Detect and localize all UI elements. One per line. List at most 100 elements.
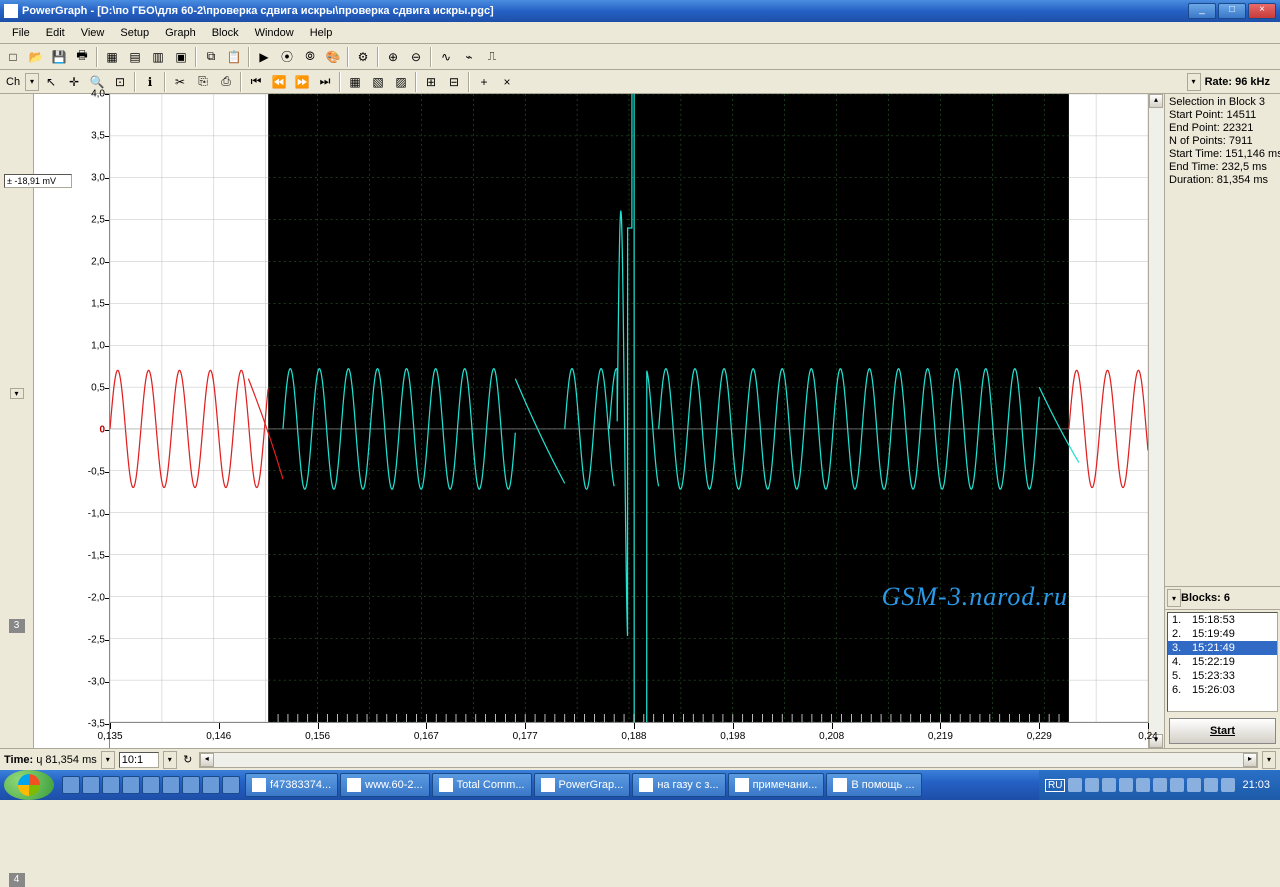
zoom-in-button[interactable]: ⊡ <box>109 71 131 93</box>
menu-edit[interactable]: Edit <box>38 25 73 41</box>
time-dropdown[interactable]: ▾ <box>101 751 115 769</box>
minimize-button[interactable]: _ <box>1188 3 1216 19</box>
scissors-button[interactable]: ✂ <box>169 71 191 93</box>
menu-setup[interactable]: Setup <box>112 25 157 41</box>
zoom-b-button[interactable]: ⊖ <box>405 46 427 68</box>
tray-icon[interactable] <box>1204 778 1218 792</box>
ql-icon[interactable] <box>142 776 160 794</box>
marker-a-button[interactable]: ⊞ <box>420 71 442 93</box>
fx-b-button[interactable]: ⌁ <box>458 46 480 68</box>
marker-b-button[interactable]: ⊟ <box>443 71 465 93</box>
zoom-a-button[interactable]: ⊕ <box>382 46 404 68</box>
add-button[interactable]: + <box>473 71 495 93</box>
block-row[interactable]: 6.15:26:03 <box>1168 683 1277 697</box>
tray-icon[interactable] <box>1187 778 1201 792</box>
taskbar-app-pg[interactable]: PowerGrap... <box>534 773 631 797</box>
language-indicator[interactable]: RU <box>1045 779 1065 792</box>
fx-c-button[interactable]: ⎍ <box>481 46 503 68</box>
print-button[interactable]: 🖶 <box>71 46 93 68</box>
taskbar-app-firefox[interactable]: www.60-2... <box>340 773 429 797</box>
grid-c-button[interactable]: ▨ <box>390 71 412 93</box>
close-button[interactable]: × <box>1248 3 1276 19</box>
chart-b-button[interactable]: ▤ <box>124 46 146 68</box>
grid-a-button[interactable]: ▦ <box>344 71 366 93</box>
scroll-left-button[interactable]: ◂ <box>200 753 214 767</box>
save-file-button[interactable]: 💾 <box>48 46 70 68</box>
taskbar-app-ff2[interactable]: В помощь ... <box>826 773 921 797</box>
remove-button[interactable]: × <box>496 71 518 93</box>
channel-3-badge[interactable]: 3 <box>9 619 25 633</box>
record-b-button[interactable]: ⦾ <box>299 46 321 68</box>
chart-scrollbar-vertical[interactable]: ▴ ▾ <box>1148 94 1164 748</box>
refresh-icon[interactable]: ↻ <box>181 753 195 766</box>
zoom-dropdown[interactable]: ▾ <box>163 751 177 769</box>
chart-canvas[interactable]: GSM-3.narod.ru <box>110 94 1148 722</box>
tray-icon[interactable] <box>1170 778 1184 792</box>
channel-scroll[interactable]: ▾ <box>10 388 24 399</box>
clock[interactable]: 21:03 <box>1238 779 1274 791</box>
ql-icon[interactable] <box>82 776 100 794</box>
chart-c-button[interactable]: ▥ <box>147 46 169 68</box>
blocks-list[interactable]: 1.15:18:532.15:19:493.15:21:494.15:22:19… <box>1167 612 1278 712</box>
scroll-right-button[interactable]: ▸ <box>1243 753 1257 767</box>
tray-icon[interactable] <box>1068 778 1082 792</box>
ql-icon[interactable] <box>102 776 120 794</box>
channel-4-badge[interactable]: 4 <box>9 873 25 887</box>
chart-a-button[interactable]: ▦ <box>101 46 123 68</box>
tray-icon[interactable] <box>1153 778 1167 792</box>
paste-button[interactable]: 📋 <box>223 46 245 68</box>
chart-scrollbar-horizontal[interactable]: ◂ ▸ <box>199 752 1258 768</box>
maximize-button[interactable]: □ <box>1218 3 1246 19</box>
block-row[interactable]: 5.15:23:33 <box>1168 669 1277 683</box>
crosshair-button[interactable]: ✛ <box>63 71 85 93</box>
last-button[interactable]: ⏭ <box>314 71 336 93</box>
fx-a-button[interactable]: ∿ <box>435 46 457 68</box>
taskbar-app-excel[interactable]: f47383374... <box>245 773 338 797</box>
menu-graph[interactable]: Graph <box>157 25 204 41</box>
start-button[interactable]: Start <box>1169 718 1276 744</box>
new-file-button[interactable]: □ <box>2 46 24 68</box>
menu-window[interactable]: Window <box>247 25 302 41</box>
open-file-button[interactable]: 📂 <box>25 46 47 68</box>
menu-view[interactable]: View <box>73 25 113 41</box>
channel-dropdown[interactable]: ▾ <box>25 73 39 91</box>
prev-button[interactable]: ⏪ <box>268 71 290 93</box>
ql-icon[interactable] <box>122 776 140 794</box>
zoom-input[interactable] <box>119 752 159 768</box>
taskbar-app-note[interactable]: примечани... <box>728 773 825 797</box>
taskbar-app-pg2[interactable]: на газу с з... <box>632 773 725 797</box>
tray-icon[interactable] <box>1221 778 1235 792</box>
next-button[interactable]: ⏩ <box>291 71 313 93</box>
tray-icon[interactable] <box>1085 778 1099 792</box>
cursor-button[interactable]: ↖ <box>40 71 62 93</box>
tray-icon[interactable] <box>1136 778 1150 792</box>
menu-file[interactable]: File <box>4 25 38 41</box>
clip-a-button[interactable]: ⎘ <box>192 71 214 93</box>
start-button-windows[interactable] <box>4 770 54 800</box>
play-button[interactable]: ▶ <box>253 46 275 68</box>
record-a-button[interactable]: ⦿ <box>276 46 298 68</box>
block-row[interactable]: 4.15:22:19 <box>1168 655 1277 669</box>
settings-button[interactable]: ⚙ <box>352 46 374 68</box>
menu-help[interactable]: Help <box>302 25 341 41</box>
blocks-dropdown[interactable]: ▾ <box>1167 589 1181 607</box>
ql-icon[interactable] <box>222 776 240 794</box>
grid-b-button[interactable]: ▧ <box>367 71 389 93</box>
rate-dropdown[interactable]: ▾ <box>1187 73 1201 91</box>
doc-info-button[interactable]: ℹ <box>139 71 161 93</box>
copy-button[interactable]: ⧉ <box>200 46 222 68</box>
clip-b-button[interactable]: ⎙ <box>215 71 237 93</box>
tray-icon[interactable] <box>1102 778 1116 792</box>
palette-button[interactable]: 🎨 <box>322 46 344 68</box>
block-row[interactable]: 1.15:18:53 <box>1168 613 1277 627</box>
block-row[interactable]: 2.15:19:49 <box>1168 627 1277 641</box>
menu-block[interactable]: Block <box>204 25 247 41</box>
first-button[interactable]: ⏮ <box>245 71 267 93</box>
block-row[interactable]: 3.15:21:49 <box>1168 641 1277 655</box>
scroll-up-button[interactable]: ▴ <box>1149 94 1163 108</box>
ql-icon[interactable] <box>162 776 180 794</box>
ql-icon[interactable] <box>202 776 220 794</box>
ql-icon[interactable] <box>62 776 80 794</box>
hscroll-menu[interactable]: ▾ <box>1262 751 1276 769</box>
taskbar-app-tc[interactable]: Total Comm... <box>432 773 532 797</box>
